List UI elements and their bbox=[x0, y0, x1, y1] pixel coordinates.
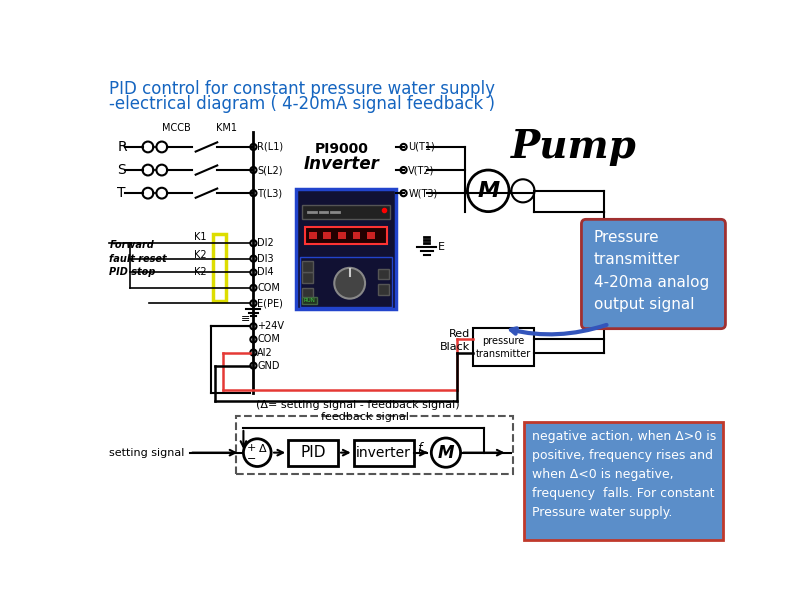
Text: f: f bbox=[417, 442, 422, 454]
Text: (Δ= setting signal - feedback signal): (Δ= setting signal - feedback signal) bbox=[256, 400, 459, 410]
Text: DI2: DI2 bbox=[258, 238, 274, 248]
FancyBboxPatch shape bbox=[353, 232, 360, 239]
Circle shape bbox=[244, 438, 271, 467]
Text: DI4: DI4 bbox=[258, 268, 274, 277]
Circle shape bbox=[400, 190, 407, 196]
Text: T(L3): T(L3) bbox=[258, 188, 283, 198]
Text: −: − bbox=[247, 454, 257, 464]
Text: GND: GND bbox=[258, 360, 279, 371]
Text: W(T3): W(T3) bbox=[408, 188, 437, 198]
Circle shape bbox=[250, 190, 257, 196]
FancyBboxPatch shape bbox=[305, 227, 386, 244]
Circle shape bbox=[250, 167, 257, 173]
Circle shape bbox=[431, 438, 461, 467]
FancyBboxPatch shape bbox=[302, 288, 313, 299]
Text: ≡: ≡ bbox=[241, 314, 250, 323]
Text: U(T1): U(T1) bbox=[408, 142, 435, 152]
Text: fault reset: fault reset bbox=[109, 253, 167, 264]
Text: E: E bbox=[438, 242, 446, 252]
Text: PID stop: PID stop bbox=[109, 268, 156, 277]
Text: +24V: +24V bbox=[258, 322, 284, 331]
FancyBboxPatch shape bbox=[302, 261, 313, 272]
FancyBboxPatch shape bbox=[288, 440, 338, 466]
Text: E(PE): E(PE) bbox=[258, 298, 283, 308]
Text: COM: COM bbox=[258, 283, 280, 293]
Text: Δ: Δ bbox=[259, 444, 266, 454]
Text: DI3: DI3 bbox=[258, 253, 274, 264]
Circle shape bbox=[250, 255, 257, 261]
Text: Pressure
transmitter
4-20ma analog
output signal: Pressure transmitter 4-20ma analog outpu… bbox=[594, 230, 709, 312]
Text: Red: Red bbox=[450, 329, 471, 339]
Text: S(L2): S(L2) bbox=[258, 165, 283, 175]
FancyBboxPatch shape bbox=[323, 232, 331, 239]
Text: K2: K2 bbox=[194, 250, 207, 260]
Circle shape bbox=[250, 240, 257, 246]
Circle shape bbox=[335, 268, 365, 299]
Text: T: T bbox=[117, 186, 126, 200]
FancyBboxPatch shape bbox=[309, 232, 317, 239]
Text: +: + bbox=[246, 443, 256, 453]
Text: K2: K2 bbox=[194, 268, 207, 277]
Text: setting signal: setting signal bbox=[109, 448, 185, 458]
Circle shape bbox=[511, 180, 535, 202]
FancyBboxPatch shape bbox=[300, 256, 392, 307]
Text: PID: PID bbox=[301, 445, 326, 460]
FancyBboxPatch shape bbox=[582, 220, 726, 328]
Circle shape bbox=[467, 170, 509, 212]
Circle shape bbox=[250, 144, 257, 150]
Text: negative action, when Δ>0 is
positive, frequency rises and
when Δ<0 is negative,: negative action, when Δ>0 is positive, f… bbox=[532, 430, 716, 519]
Text: Black: Black bbox=[441, 342, 471, 352]
Text: -electrical diagram ( 4-20mA signal feedback ): -electrical diagram ( 4-20mA signal feed… bbox=[109, 95, 496, 113]
Text: M: M bbox=[477, 181, 499, 201]
FancyBboxPatch shape bbox=[378, 269, 389, 279]
Text: S: S bbox=[117, 163, 126, 177]
Text: AI2: AI2 bbox=[258, 347, 273, 357]
FancyBboxPatch shape bbox=[368, 232, 375, 239]
Circle shape bbox=[250, 336, 257, 343]
Text: R: R bbox=[117, 140, 126, 154]
Text: PI9000: PI9000 bbox=[315, 141, 369, 156]
Circle shape bbox=[250, 349, 257, 355]
Circle shape bbox=[400, 144, 407, 150]
Text: RUN: RUN bbox=[304, 298, 316, 303]
Text: M: M bbox=[437, 443, 454, 462]
Circle shape bbox=[250, 363, 257, 369]
FancyBboxPatch shape bbox=[296, 189, 396, 309]
FancyBboxPatch shape bbox=[353, 440, 414, 466]
FancyBboxPatch shape bbox=[524, 422, 723, 541]
Text: Inverter: Inverter bbox=[304, 154, 380, 173]
Text: Forward: Forward bbox=[109, 240, 154, 250]
Text: R(L1): R(L1) bbox=[258, 142, 283, 152]
Text: MCCB: MCCB bbox=[162, 123, 191, 133]
FancyBboxPatch shape bbox=[302, 272, 313, 284]
FancyBboxPatch shape bbox=[302, 296, 318, 304]
Text: K1: K1 bbox=[194, 232, 207, 242]
Circle shape bbox=[400, 167, 407, 173]
Circle shape bbox=[250, 323, 257, 330]
FancyBboxPatch shape bbox=[302, 205, 390, 220]
FancyBboxPatch shape bbox=[473, 328, 535, 367]
Text: pressure
transmitter: pressure transmitter bbox=[476, 336, 531, 359]
Text: inverter: inverter bbox=[356, 446, 411, 459]
Circle shape bbox=[250, 300, 257, 306]
Text: KM1: KM1 bbox=[216, 123, 237, 133]
Text: PID control for constant pressure water supply: PID control for constant pressure water … bbox=[109, 80, 496, 98]
Circle shape bbox=[250, 285, 257, 291]
FancyBboxPatch shape bbox=[378, 284, 389, 295]
Text: Pump: Pump bbox=[511, 128, 637, 165]
FancyBboxPatch shape bbox=[338, 232, 346, 239]
Text: V(T2): V(T2) bbox=[408, 165, 435, 175]
Circle shape bbox=[250, 269, 257, 276]
Text: COM: COM bbox=[258, 335, 280, 344]
Text: feedback signal: feedback signal bbox=[321, 412, 409, 423]
